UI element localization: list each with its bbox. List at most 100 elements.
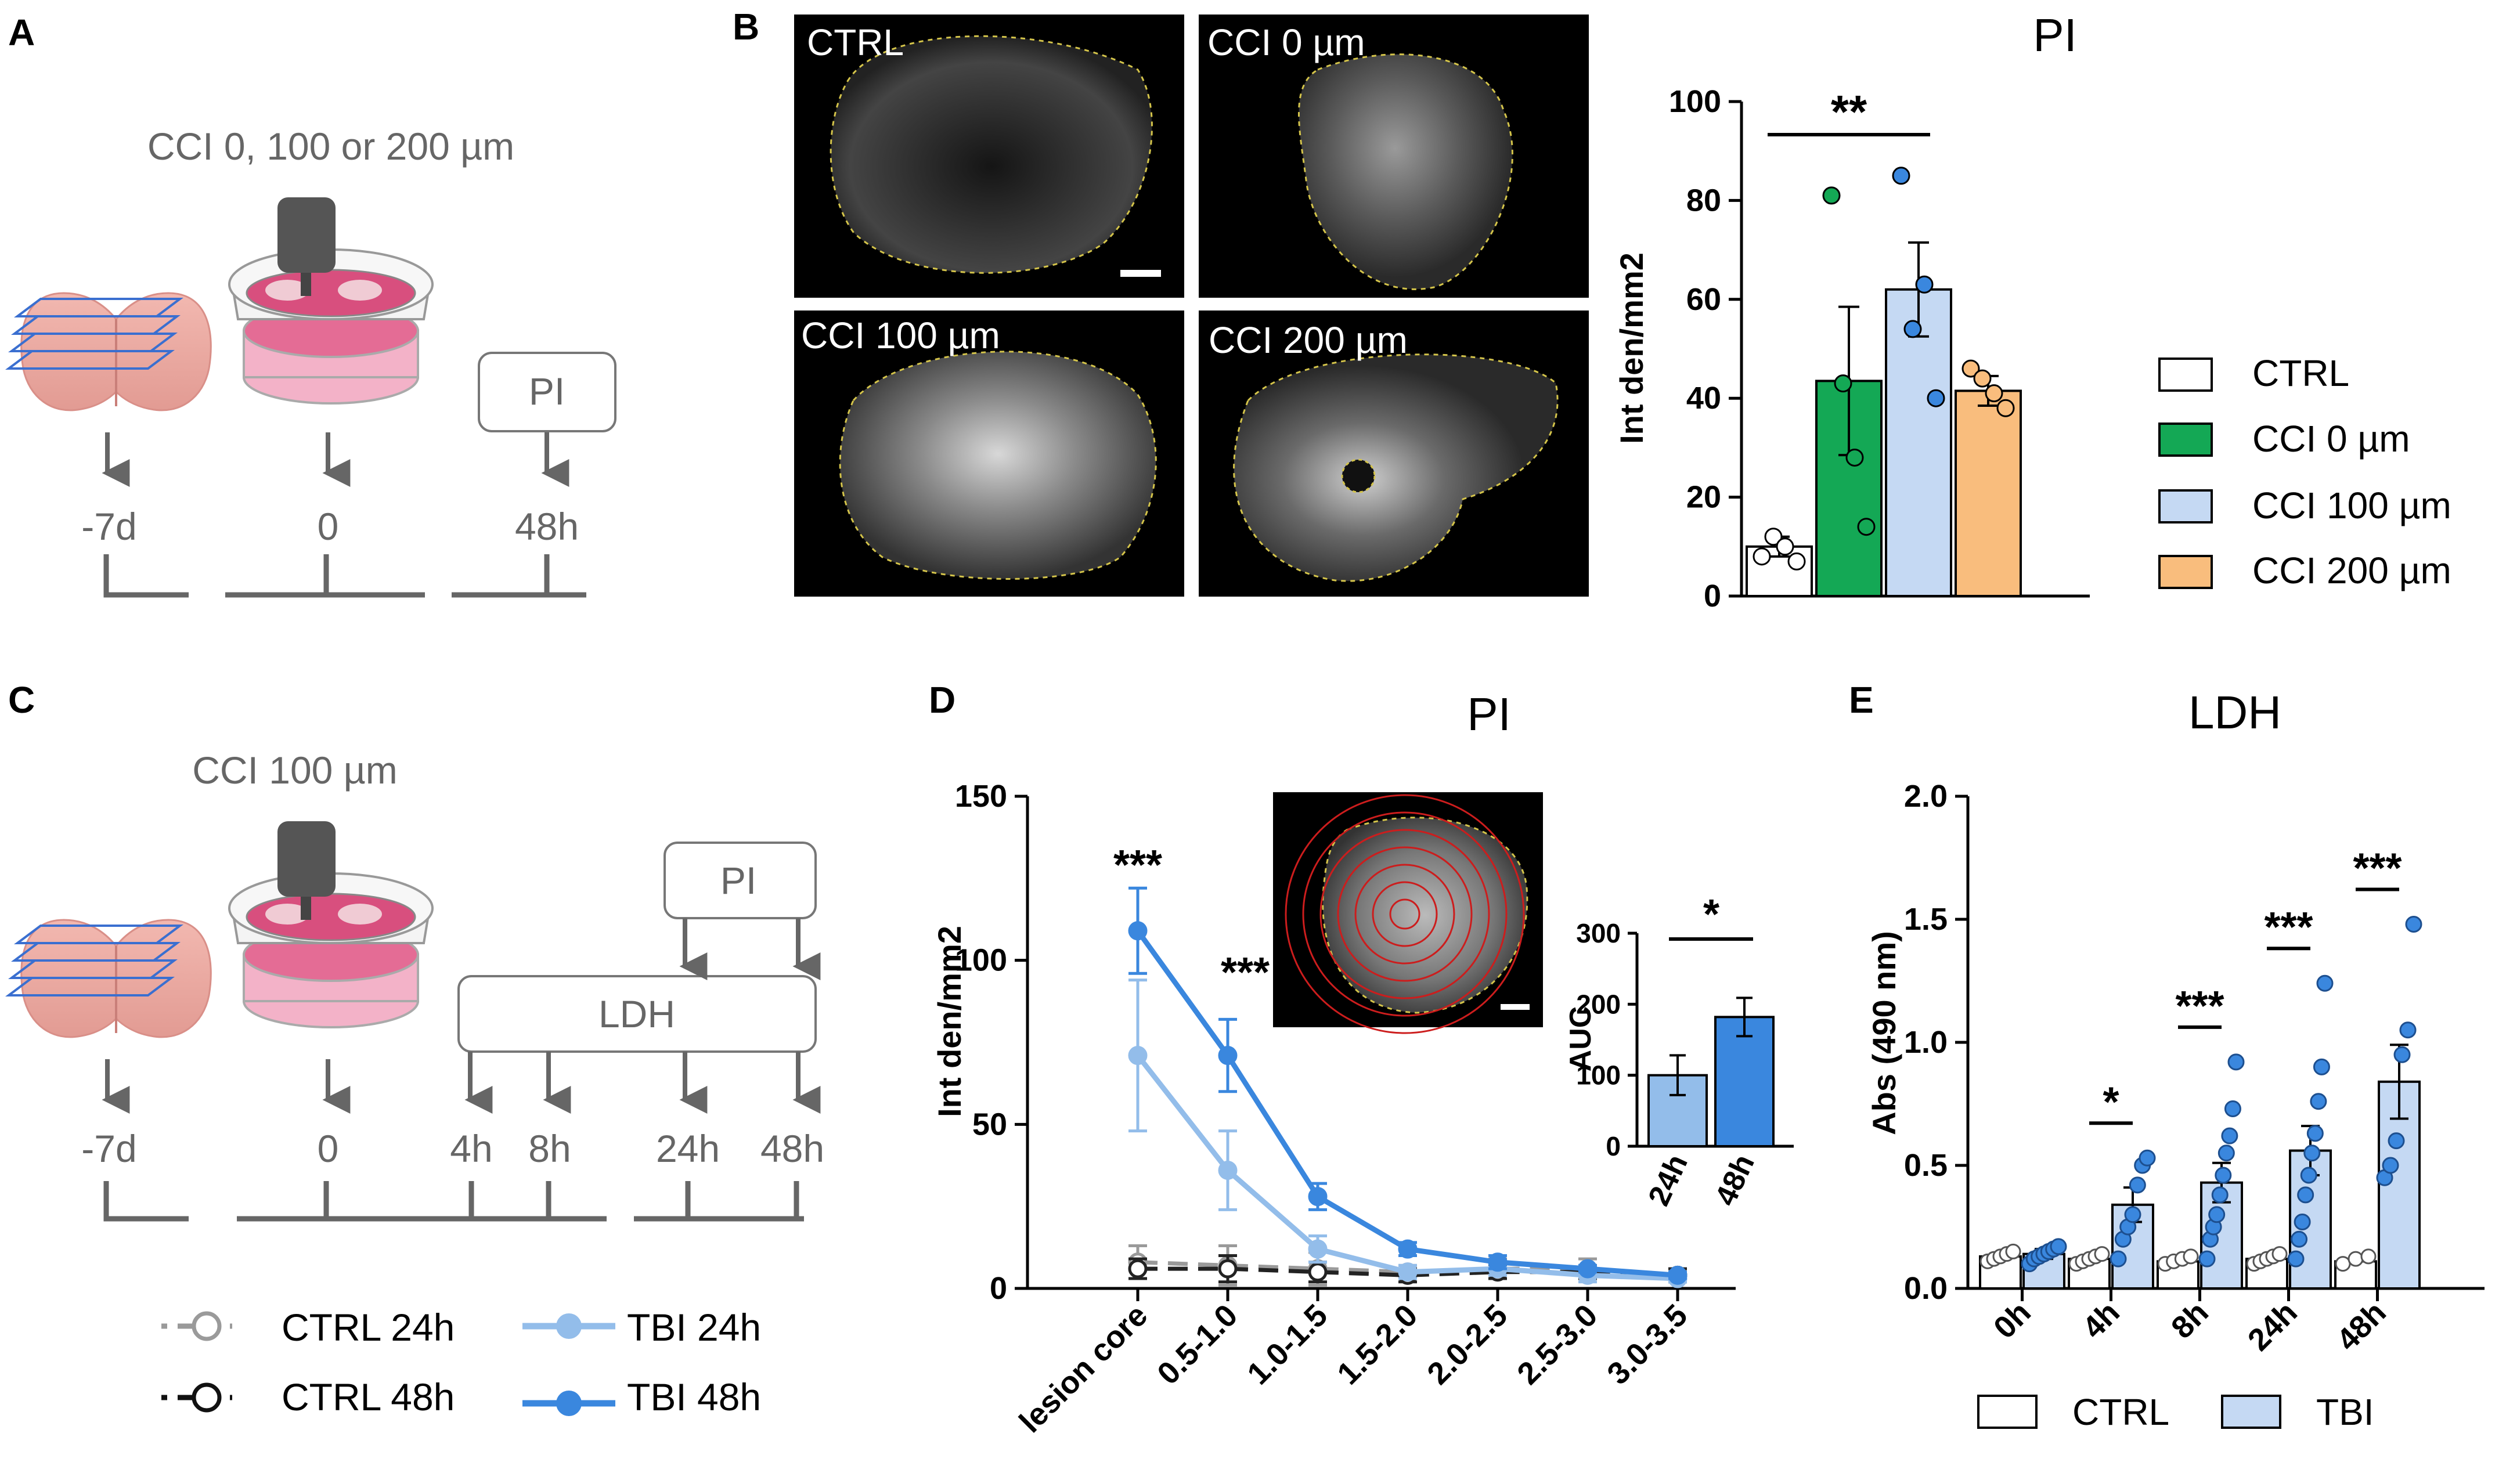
cci-device-illustration bbox=[228, 197, 434, 405]
chart-b-point bbox=[1973, 369, 1992, 388]
inset-bar bbox=[1714, 1016, 1775, 1148]
chart-e-sig-label: *** bbox=[2353, 845, 2402, 891]
panel-a-schematic: CCI 0, 100 or 200 µm PI bbox=[5, 125, 616, 598]
image-cci0: CCI 0 µm bbox=[1199, 15, 1589, 298]
chart-e-xtick-label: 0h bbox=[1987, 1295, 2038, 1345]
chart-e-ytick-label: 1.0 bbox=[1904, 1025, 1948, 1060]
chart-b-ytick-label: 20 bbox=[1686, 480, 1721, 515]
inset-ytick-label: 300 bbox=[1576, 918, 1621, 948]
legend-b-label-cci200: CCI 200 µm bbox=[2252, 550, 2451, 591]
chart-b-point bbox=[1996, 399, 2015, 417]
timepoint-c-1: -7d bbox=[81, 1127, 136, 1170]
chart-e-point-tbi bbox=[2124, 1206, 2141, 1223]
chart-d-xtick-label: 3.0-3.5 bbox=[1600, 1298, 1694, 1391]
timepoint-a-2: 0 bbox=[318, 505, 339, 548]
chart-b-ylabel: Int den/mm2 bbox=[1613, 252, 1650, 444]
chart-d-title: PI bbox=[1467, 688, 1511, 740]
legend-b-swatch-cci200 bbox=[2158, 555, 2213, 589]
legend-b-label-cci100: CCI 100 µm bbox=[2252, 485, 2451, 526]
legend-d-ctrl24-label: CTRL 24h bbox=[282, 1306, 455, 1349]
chart-e-point-tbi bbox=[2405, 915, 2422, 933]
legend-d-ctrl48-label: CTRL 48h bbox=[282, 1375, 455, 1418]
image-cci100: CCI 100 µm bbox=[794, 310, 1184, 597]
chart-e-point-tbi bbox=[2310, 1093, 2327, 1110]
panel-label-b: B bbox=[733, 6, 759, 48]
chart-b-point bbox=[1845, 448, 1864, 467]
chart-e-point-tbi bbox=[2110, 1250, 2127, 1268]
legend-e-swatch-ctrl bbox=[1977, 1395, 2038, 1429]
timepoint-c-3: 4h bbox=[450, 1127, 492, 1170]
chart-d-xtick-label: 0.5-1.0 bbox=[1151, 1298, 1244, 1391]
inset-ytick-label: 0 bbox=[1606, 1131, 1621, 1161]
legend-b-label-ctrl: CTRL bbox=[2252, 352, 2349, 394]
chart-b-ytick-label: 60 bbox=[1686, 282, 1721, 317]
image-ctrl-label: CTRL bbox=[807, 21, 904, 63]
brain-slices-illustration bbox=[5, 292, 212, 411]
chart-d-point bbox=[1128, 1259, 1148, 1279]
inset-xtick-label: 24h bbox=[1642, 1150, 1694, 1211]
chart-e-point-ctrl bbox=[2360, 1248, 2377, 1265]
chart-e-point-tbi bbox=[2306, 1125, 2324, 1142]
chart-b-point bbox=[1834, 374, 1852, 393]
chart-e-point-tbi bbox=[2215, 1167, 2232, 1184]
inset-ytick-label: 200 bbox=[1576, 989, 1621, 1019]
chart-d-point bbox=[1398, 1262, 1418, 1282]
chart-e-ytick-label: 2.0 bbox=[1904, 779, 1948, 814]
chart-e-xtick-label: 24h bbox=[2241, 1295, 2304, 1357]
pi-box-a-label: PI bbox=[529, 370, 565, 413]
chart-b-ytick-label: 40 bbox=[1686, 381, 1721, 416]
chart-d-point bbox=[1488, 1252, 1508, 1272]
chart-e-point-ctrl bbox=[2271, 1246, 2288, 1262]
chart-d-point bbox=[1308, 1187, 1328, 1207]
image-cci200-label: CCI 200 µm bbox=[1209, 319, 1408, 361]
panel-b-images: CTRL CCI 0 µm CCI 100 µm CCI 200 µm bbox=[794, 15, 1589, 597]
pi-box-c: PI bbox=[664, 842, 817, 919]
chart-e: LDH Abs (490 nm) CTRL TBI 0.0 0.5 1.0 1.5 2.… bbox=[1866, 687, 2485, 1433]
chart-e-point-tbi bbox=[2287, 1250, 2305, 1268]
ldh-box: LDH bbox=[457, 975, 817, 1053]
legend-d-ctrl48: CTRL 48h bbox=[161, 1375, 455, 1418]
timepoint-c-4: 8h bbox=[528, 1127, 571, 1170]
chart-e-xtick-label: 4h bbox=[2076, 1295, 2126, 1345]
cci-device-illustration-c bbox=[228, 821, 434, 1028]
chart-d-ylabel: Int den/mm2 bbox=[931, 926, 968, 1117]
chart-b-bar bbox=[1955, 389, 2022, 597]
chart-e-point-tbi bbox=[2129, 1176, 2146, 1194]
chart-e-point-tbi bbox=[2399, 1021, 2417, 1039]
chart-b-point bbox=[1985, 384, 2003, 403]
chart-d-xtick-label: 1.0-1.5 bbox=[1241, 1298, 1334, 1391]
chart-b-point bbox=[1857, 518, 1876, 536]
chart-b-point bbox=[1822, 186, 1841, 205]
chart-e-point-tbi bbox=[2294, 1214, 2311, 1231]
chart-e-point-tbi bbox=[2221, 1127, 2238, 1144]
timepoint-a-3: 48h bbox=[515, 505, 579, 548]
chart-e-sig-label: * bbox=[2103, 1079, 2119, 1125]
chart-e-xtick-label: 8h bbox=[2165, 1295, 2215, 1345]
panel-c-title: CCI 100 µm bbox=[192, 749, 397, 792]
chart-d-xtick-label: 1.5-2.0 bbox=[1330, 1298, 1424, 1391]
chart-b: PI Int den/mm2 CTRL CCI 0 µm CCI 100 µm … bbox=[1613, 9, 2451, 613]
legend-d-ctrl24: CTRL 24h bbox=[161, 1306, 455, 1349]
chart-e-point-tbi bbox=[2300, 1167, 2317, 1184]
chart-d-point bbox=[1218, 1160, 1238, 1180]
image-cci0-label: CCI 0 µm bbox=[1207, 21, 1365, 63]
chart-b-ytick-label: 80 bbox=[1686, 183, 1721, 218]
chart-e-point-tbi bbox=[2139, 1149, 2156, 1167]
chart-d-point bbox=[1218, 1259, 1238, 1279]
image-ctrl: CTRL bbox=[794, 15, 1184, 298]
panel-label-d: D bbox=[929, 679, 955, 721]
panel-a-title: CCI 0, 100 or 200 µm bbox=[147, 125, 514, 168]
chart-d-ytick-label: 50 bbox=[972, 1107, 1007, 1142]
pi-box-c-label: PI bbox=[720, 859, 756, 902]
legend-d-tbi24-label: TBI 24h bbox=[627, 1306, 761, 1349]
chart-e-point-tbi bbox=[2303, 1144, 2321, 1162]
chart-d-point bbox=[1128, 921, 1148, 941]
chart-e-point-tbi bbox=[2313, 1058, 2330, 1075]
chart-d-point bbox=[1398, 1239, 1418, 1259]
timeline-c bbox=[103, 1181, 804, 1222]
legend-d-tbi24: TBI 24h bbox=[522, 1306, 761, 1349]
chart-e-ytick-label: 0.0 bbox=[1904, 1271, 1948, 1306]
chart-d-micrograph bbox=[1273, 792, 1543, 1034]
panel-label-a: A bbox=[8, 12, 35, 53]
